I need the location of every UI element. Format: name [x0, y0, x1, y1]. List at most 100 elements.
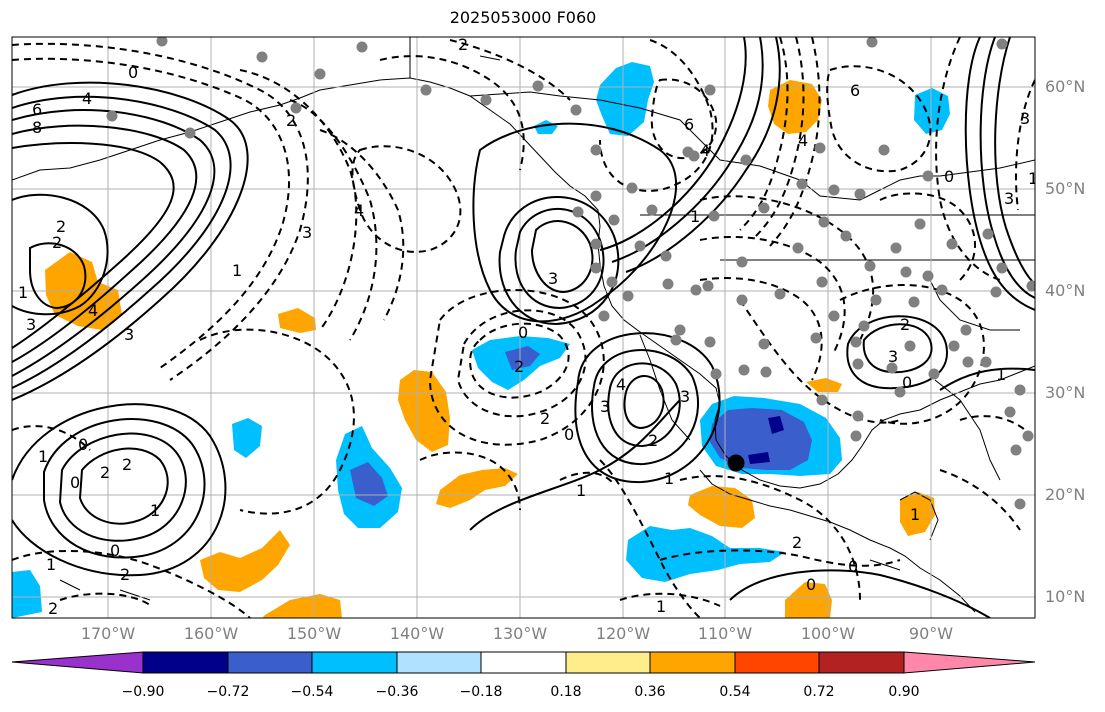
contour-label: 1: [996, 365, 1006, 384]
colorbar-extend-low: [11, 651, 144, 674]
contour-label: 3: [1020, 109, 1030, 128]
contour-label: 6: [684, 115, 694, 134]
contour-label: 1: [46, 555, 56, 574]
colorbar-segment: [142, 651, 229, 674]
contour-label: 2: [56, 217, 66, 236]
colorbar-segment: [311, 651, 398, 674]
anomaly-area: [785, 582, 832, 618]
colorbar-tick-label: 0.72: [803, 684, 835, 700]
anomaly-area: [398, 370, 450, 452]
contour-label: 3: [548, 269, 558, 288]
anomaly-area: [914, 88, 950, 134]
contour-label: 2: [514, 357, 524, 376]
contour-label: 2: [648, 431, 658, 450]
contour-label: 0: [70, 473, 80, 492]
anomaly-area: [900, 492, 935, 536]
contour-label: 1: [690, 207, 700, 226]
contour-label: 1: [18, 283, 28, 302]
contour-label: 2: [120, 565, 130, 584]
contour-label: 3: [1004, 189, 1014, 208]
lon-label: 130°W: [492, 624, 548, 643]
colorbar-tick-label: −0.90: [121, 684, 165, 700]
colorbar-tick-label: 0.18: [550, 684, 582, 700]
lon-label: 150°W: [286, 624, 342, 643]
contour-label: 0: [128, 63, 138, 82]
colorbar-tick-label: −0.36: [375, 684, 419, 700]
contour-label: 2: [48, 599, 58, 618]
colorbar-tick-label: −0.54: [290, 684, 334, 700]
lon-label: 100°W: [800, 624, 856, 643]
contour-label: 0: [78, 435, 88, 454]
contour-label: 3: [888, 347, 898, 366]
lat-label: 20°N: [1045, 485, 1086, 504]
anomaly-area: [262, 594, 342, 618]
contour-label: 1: [910, 505, 920, 524]
anomaly-area: [232, 418, 262, 458]
contour-label: 0: [848, 557, 858, 576]
contour-labels: 6 8 2 2 3 4 3 3 2 2 1 0 3 1 4 3 1 2 0 0 …: [18, 35, 1035, 618]
anomaly-area: [768, 416, 784, 434]
colorbar-tick-label: 0.90: [888, 684, 920, 700]
colorbar-tick-label: 0.54: [719, 684, 751, 700]
contour-label: 0: [806, 575, 816, 594]
contour-label: 8: [32, 118, 42, 137]
anomaly-area: [748, 452, 770, 464]
contour-label: 4: [88, 301, 98, 320]
colorbar-segment: [649, 651, 736, 674]
colorbar-segment: [396, 651, 482, 674]
contour-label: 2: [52, 233, 62, 252]
colorbar-extend-high: [903, 651, 1036, 674]
contour-label: 0: [902, 373, 912, 392]
lon-label: 120°W: [595, 624, 651, 643]
lat-label: 50°N: [1045, 179, 1086, 198]
anomaly-area: [688, 486, 755, 528]
contour-label: 3: [302, 223, 312, 242]
contour-label: 1: [656, 597, 666, 616]
contour-label: 6: [32, 100, 42, 119]
colorbar-segment: [818, 651, 905, 674]
contour-label: 3: [26, 315, 36, 334]
contour-label: 0: [944, 167, 954, 186]
anomaly-area: [278, 308, 316, 333]
anomaly-area: [200, 530, 290, 592]
colorbar-tick-label: 0.36: [634, 684, 666, 700]
contour-label: 1: [576, 481, 586, 500]
colorbar-segment: [734, 651, 820, 674]
colorbar: [11, 651, 1036, 674]
target-location-marker: [727, 454, 745, 472]
contour-label: 4: [616, 375, 626, 394]
colorbar-segment: [480, 651, 567, 674]
contour-label: 2: [122, 455, 132, 474]
anomaly-fill-layer: [12, 62, 950, 618]
lon-label: 170°W: [80, 624, 136, 643]
contour-label: 6: [850, 81, 860, 100]
anomaly-area: [626, 526, 785, 582]
contour-label: 1: [232, 261, 242, 280]
contour-label: 2: [458, 35, 468, 54]
colorbar-tick-label: −0.72: [206, 684, 250, 700]
contour-label: 4: [354, 201, 364, 220]
contour-label: 2: [540, 409, 550, 428]
map-title: 2025053000 F060: [449, 8, 597, 27]
contour-label: 2: [792, 533, 802, 552]
contour-label: 0: [110, 541, 120, 560]
lon-label: 140°W: [389, 624, 445, 643]
contour-label: 2: [286, 111, 296, 130]
lon-label: 160°W: [183, 624, 239, 643]
anomaly-area: [768, 80, 822, 134]
lat-label: 40°N: [1045, 281, 1086, 300]
anomaly-area: [710, 408, 812, 470]
contour-label: 1: [664, 469, 674, 488]
colorbar-segment: [227, 651, 313, 674]
contour-label: 1: [150, 501, 160, 520]
contour-label: 3: [124, 325, 134, 344]
lat-label: 60°N: [1045, 77, 1086, 96]
contour-label: 4: [798, 131, 808, 150]
anomaly-area: [505, 346, 540, 370]
lat-label: 30°N: [1045, 383, 1086, 402]
negative-contours: [12, 37, 1035, 618]
lon-label: 90°W: [908, 624, 954, 643]
lon-label: 110°W: [697, 624, 753, 643]
anomaly-area: [596, 62, 654, 136]
